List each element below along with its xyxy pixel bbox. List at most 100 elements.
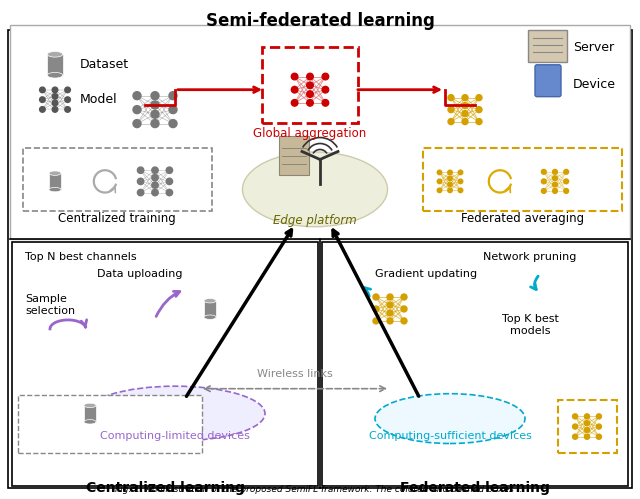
- Ellipse shape: [85, 386, 265, 441]
- Circle shape: [584, 421, 589, 426]
- Circle shape: [541, 170, 546, 174]
- Circle shape: [152, 167, 158, 174]
- Ellipse shape: [49, 171, 61, 175]
- Circle shape: [138, 167, 144, 174]
- Text: Sample
selection: Sample selection: [25, 294, 75, 315]
- Circle shape: [152, 175, 158, 181]
- FancyBboxPatch shape: [23, 148, 212, 211]
- Circle shape: [307, 100, 314, 106]
- Circle shape: [40, 87, 45, 93]
- Circle shape: [564, 179, 568, 184]
- Circle shape: [448, 95, 454, 101]
- Circle shape: [151, 101, 159, 109]
- Circle shape: [151, 110, 159, 118]
- Circle shape: [448, 119, 454, 125]
- Circle shape: [52, 100, 58, 106]
- Text: Gradient updating: Gradient updating: [375, 269, 477, 279]
- Circle shape: [387, 294, 393, 300]
- Circle shape: [458, 170, 463, 175]
- Circle shape: [169, 120, 177, 128]
- Text: Top K best
models: Top K best models: [502, 314, 559, 335]
- FancyBboxPatch shape: [535, 65, 561, 97]
- Circle shape: [462, 111, 468, 117]
- Ellipse shape: [47, 72, 63, 78]
- FancyBboxPatch shape: [8, 30, 632, 489]
- Circle shape: [448, 107, 454, 113]
- Circle shape: [322, 86, 329, 93]
- Circle shape: [584, 428, 589, 433]
- Text: Dataset: Dataset: [80, 58, 129, 71]
- Circle shape: [552, 170, 557, 174]
- Text: Fig. 1. An illustration of the proposed SemiFL framework. The colored and dashed: Fig. 1. An illustration of the proposed …: [115, 486, 525, 495]
- Ellipse shape: [84, 403, 96, 408]
- Circle shape: [552, 182, 557, 187]
- Circle shape: [458, 179, 463, 184]
- FancyBboxPatch shape: [558, 400, 617, 454]
- Circle shape: [373, 318, 379, 324]
- Ellipse shape: [375, 394, 525, 444]
- Circle shape: [307, 82, 314, 89]
- Circle shape: [437, 170, 442, 175]
- Text: Model: Model: [80, 93, 118, 106]
- Circle shape: [322, 73, 329, 80]
- Circle shape: [552, 189, 557, 193]
- Circle shape: [52, 94, 58, 99]
- Circle shape: [596, 434, 602, 439]
- Text: Data uploading: Data uploading: [97, 269, 183, 279]
- Circle shape: [169, 106, 177, 114]
- Circle shape: [564, 170, 568, 174]
- Circle shape: [133, 106, 141, 114]
- FancyBboxPatch shape: [279, 136, 309, 176]
- Text: Edge platform: Edge platform: [273, 214, 357, 227]
- Text: Federated averaging: Federated averaging: [461, 212, 584, 225]
- Text: Network pruning: Network pruning: [483, 252, 577, 262]
- Text: Centralized training: Centralized training: [58, 212, 176, 225]
- FancyBboxPatch shape: [12, 242, 318, 487]
- Circle shape: [387, 318, 393, 324]
- Circle shape: [448, 170, 452, 175]
- Circle shape: [462, 95, 468, 101]
- Circle shape: [373, 306, 379, 312]
- Circle shape: [166, 178, 173, 185]
- Circle shape: [541, 179, 546, 184]
- Circle shape: [40, 107, 45, 112]
- Circle shape: [138, 178, 144, 185]
- Circle shape: [584, 414, 589, 419]
- Circle shape: [373, 294, 379, 300]
- Circle shape: [401, 318, 407, 324]
- Ellipse shape: [204, 298, 216, 303]
- Circle shape: [152, 182, 158, 188]
- Circle shape: [52, 87, 58, 93]
- Circle shape: [401, 306, 407, 312]
- Circle shape: [133, 120, 141, 128]
- Ellipse shape: [47, 51, 63, 57]
- Ellipse shape: [204, 315, 216, 319]
- Circle shape: [40, 97, 45, 102]
- FancyBboxPatch shape: [49, 173, 61, 190]
- Circle shape: [573, 424, 578, 429]
- FancyBboxPatch shape: [204, 301, 216, 317]
- Circle shape: [401, 294, 407, 300]
- Circle shape: [166, 167, 173, 174]
- Circle shape: [133, 92, 141, 100]
- FancyBboxPatch shape: [423, 148, 622, 211]
- FancyBboxPatch shape: [18, 395, 202, 454]
- Text: Top N best channels: Top N best channels: [25, 252, 136, 262]
- Text: Server: Server: [573, 41, 614, 54]
- Text: Global aggregation: Global aggregation: [253, 127, 367, 140]
- Circle shape: [476, 107, 482, 113]
- Circle shape: [476, 119, 482, 125]
- Circle shape: [151, 92, 159, 100]
- Circle shape: [387, 302, 393, 308]
- Circle shape: [437, 179, 442, 184]
- FancyBboxPatch shape: [47, 54, 63, 75]
- Circle shape: [462, 119, 468, 125]
- Text: Federated learning: Federated learning: [400, 482, 550, 496]
- Circle shape: [65, 107, 70, 112]
- Circle shape: [573, 434, 578, 439]
- Circle shape: [596, 424, 602, 429]
- Circle shape: [152, 189, 158, 196]
- Circle shape: [291, 73, 298, 80]
- Circle shape: [138, 189, 144, 196]
- Text: Computing-sufficient devices: Computing-sufficient devices: [369, 431, 531, 441]
